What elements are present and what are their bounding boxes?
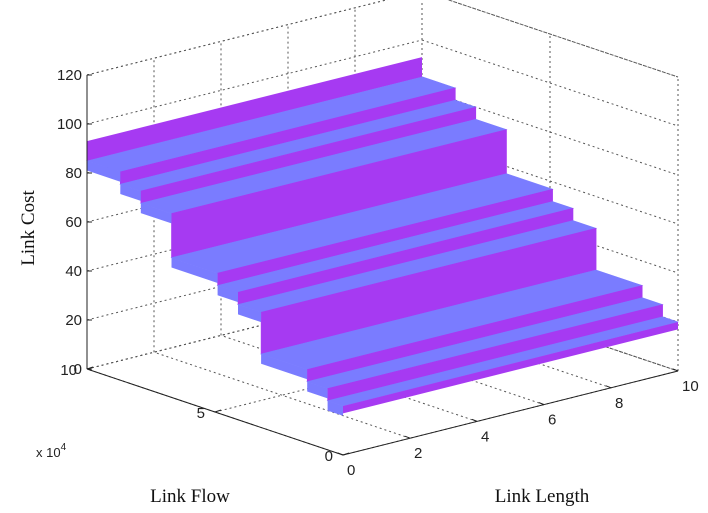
x-tick-label: 0 xyxy=(325,448,333,465)
z-tick-label: 40 xyxy=(65,263,82,280)
x-tick xyxy=(214,409,222,413)
y-axis-title: Link Length xyxy=(495,486,590,507)
x-scale-exp: 4 xyxy=(61,442,67,453)
y-tick xyxy=(672,368,679,372)
grid-line xyxy=(447,0,679,78)
z-axis-title: Link Cost xyxy=(18,190,39,266)
y-tick-label: 10 xyxy=(682,378,699,395)
box-edge-top-right xyxy=(447,0,679,78)
z-tick-label: 60 xyxy=(65,214,82,231)
surface-side xyxy=(307,381,328,399)
x-tick-label: 5 xyxy=(197,405,205,422)
x-tick xyxy=(342,452,350,456)
y-tick-label: 6 xyxy=(548,412,556,429)
surface-side xyxy=(261,354,308,380)
grid-line xyxy=(153,351,411,439)
y-tick xyxy=(404,435,411,439)
box-edge-top-back xyxy=(86,0,389,76)
y-tick xyxy=(538,402,545,406)
x-tick xyxy=(86,366,94,370)
x-scale-base: x 10 xyxy=(36,445,61,460)
surface-side xyxy=(171,257,218,283)
z-tick-label: 80 xyxy=(65,165,82,182)
y-tick-label: 2 xyxy=(414,445,422,462)
surface-side xyxy=(217,285,238,303)
y-tick xyxy=(471,418,478,422)
y-tick-label: 4 xyxy=(481,428,489,445)
z-tick-label: 20 xyxy=(65,312,82,329)
y-tick xyxy=(605,385,612,389)
z-tick-label: 120 xyxy=(57,67,82,84)
y-tick-label: 0 xyxy=(347,462,355,479)
z-tick-label: 0 xyxy=(74,361,82,378)
surface-side xyxy=(120,184,141,201)
surface-side xyxy=(140,203,172,224)
surface-side xyxy=(238,304,262,323)
surface-front-edge xyxy=(343,322,678,414)
y-tick-label: 8 xyxy=(615,395,623,412)
x-scale-label: x 104 xyxy=(36,442,67,460)
surface-side xyxy=(87,160,121,182)
surface-steps xyxy=(85,57,680,416)
x-axis-title: Link Flow xyxy=(150,486,230,507)
surface-side xyxy=(327,400,343,416)
surface-back-edge xyxy=(87,57,422,161)
y-axis-line xyxy=(342,370,679,456)
y-tick xyxy=(337,452,344,456)
x-tick-label: 10 xyxy=(60,362,77,379)
z-tick-label: 100 xyxy=(57,116,82,133)
grid-line xyxy=(86,0,389,76)
